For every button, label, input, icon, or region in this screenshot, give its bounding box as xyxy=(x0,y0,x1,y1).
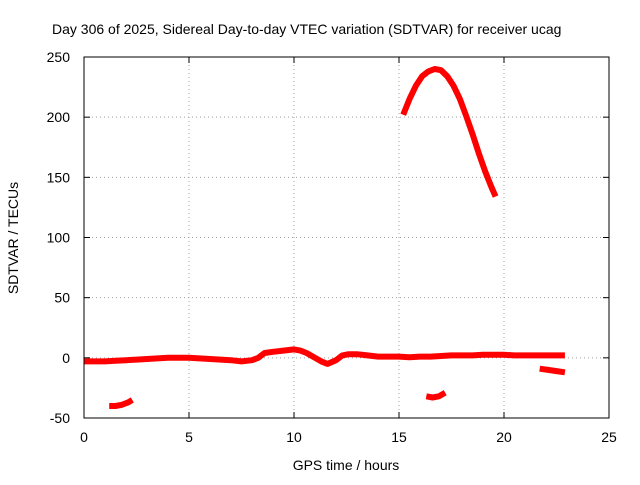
y-tick-label: 200 xyxy=(47,109,71,125)
series-layer xyxy=(84,66,566,409)
x-tick-label: 10 xyxy=(286,429,302,445)
series-main-trace xyxy=(84,346,565,367)
y-tick-label: 50 xyxy=(54,290,70,306)
series-low-segment-1 xyxy=(109,397,134,409)
series-high-arc xyxy=(400,66,499,198)
x-axis-label: GPS time / hours xyxy=(293,457,400,473)
series-low-segment-2 xyxy=(425,390,447,401)
x-tick-label: 0 xyxy=(80,429,88,445)
y-axis-label: SDTVAR / TECUs xyxy=(5,182,21,294)
y-tick-label: 0 xyxy=(62,350,70,366)
y-tick-label: 250 xyxy=(47,49,71,65)
chart-title: Day 306 of 2025, Sidereal Day-to-day VTE… xyxy=(52,21,561,37)
grid-layer xyxy=(84,57,609,418)
tick-layer: 0 5 10 15 20 25 -50 0 50 100 150 200 250 xyxy=(47,49,617,445)
y-tick-label: 150 xyxy=(47,169,71,185)
y-tick-label: 100 xyxy=(47,230,71,246)
x-tick-label: 15 xyxy=(391,429,407,445)
plot-frame xyxy=(83,56,610,419)
x-tick-label: 25 xyxy=(601,429,617,445)
x-tick-label: 20 xyxy=(496,429,512,445)
series-low-segment-3 xyxy=(539,365,566,376)
x-tick-label: 5 xyxy=(185,429,193,445)
y-tick-label: -50 xyxy=(50,410,70,426)
